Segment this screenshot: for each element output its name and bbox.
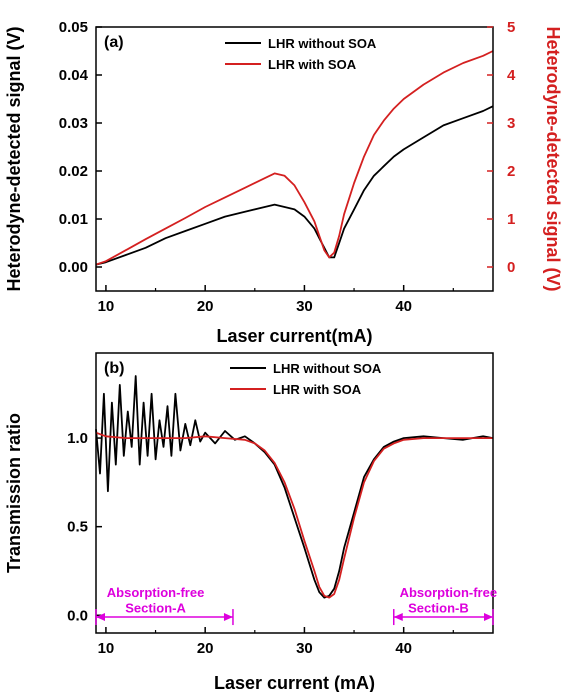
- y-tick-label: 0.02: [59, 163, 88, 180]
- y-right-tick-label: 3: [507, 115, 515, 132]
- x-axis-label: Laser current(mA): [216, 326, 372, 346]
- plot-frame-0: [95, 26, 494, 292]
- y-tick-label: 0.00: [59, 259, 88, 276]
- x-tick-label: 30: [296, 640, 313, 657]
- y-tick-label: 0.05: [59, 19, 88, 36]
- section-arrow-head-right: [484, 613, 493, 622]
- x-tick-label: 10: [98, 298, 115, 315]
- series-line-1-1: [95, 431, 493, 599]
- legend-entry: LHR without SOA: [273, 361, 382, 376]
- annotation-text: Absorption-free: [400, 585, 498, 600]
- y-tick-label: 1.0: [67, 430, 88, 447]
- legend-entry: LHR without SOA: [268, 36, 377, 51]
- x-tick-label: 20: [197, 640, 214, 657]
- plot-frame-1: [95, 352, 494, 634]
- section-arrow-head-left: [96, 613, 105, 622]
- legend-entry: LHR with SOA: [268, 57, 357, 72]
- section-arrow-head-right: [223, 613, 233, 622]
- x-tick-label: 40: [395, 640, 412, 657]
- x-tick-label: 30: [296, 298, 313, 315]
- annotation-text: Absorption-free: [107, 585, 205, 600]
- y-right-tick-label: 0: [507, 259, 515, 276]
- panel-label: (a): [104, 34, 124, 51]
- y-right-tick-label: 1: [507, 211, 515, 228]
- y-right-tick-label: 4: [507, 67, 516, 84]
- x-tick-label: 10: [98, 640, 115, 657]
- annotation-text: Section-A: [125, 600, 186, 615]
- legend-entry: LHR with SOA: [273, 382, 362, 397]
- x-tick-label: 40: [395, 298, 412, 315]
- y-tick-label: 0.5: [67, 519, 88, 536]
- x-tick-label: 20: [197, 298, 214, 315]
- y-tick-label: 0.01: [59, 211, 88, 228]
- y-right-tick-label: 5: [507, 19, 515, 36]
- y-right-tick-label: 2: [507, 163, 515, 180]
- y-tick-label: 0.03: [59, 115, 88, 132]
- y-right-axis-label: Heterodyne-detected signal (V): [543, 26, 563, 291]
- panel-label: (b): [104, 360, 124, 377]
- section-arrow-head-left: [393, 613, 403, 622]
- series-line-0-1: [95, 50, 494, 266]
- y-tick-label: 0.04: [59, 67, 89, 84]
- y-axis-label: Transmission ratio: [4, 413, 24, 573]
- y-tick-label: 0.0: [67, 607, 88, 624]
- series-line-1-0: [95, 375, 494, 599]
- y-axis-label: Heterodyne-detected signal (V): [4, 26, 24, 291]
- x-axis-label: Laser current (mA): [214, 673, 375, 692]
- annotation-text: Section-B: [408, 600, 469, 615]
